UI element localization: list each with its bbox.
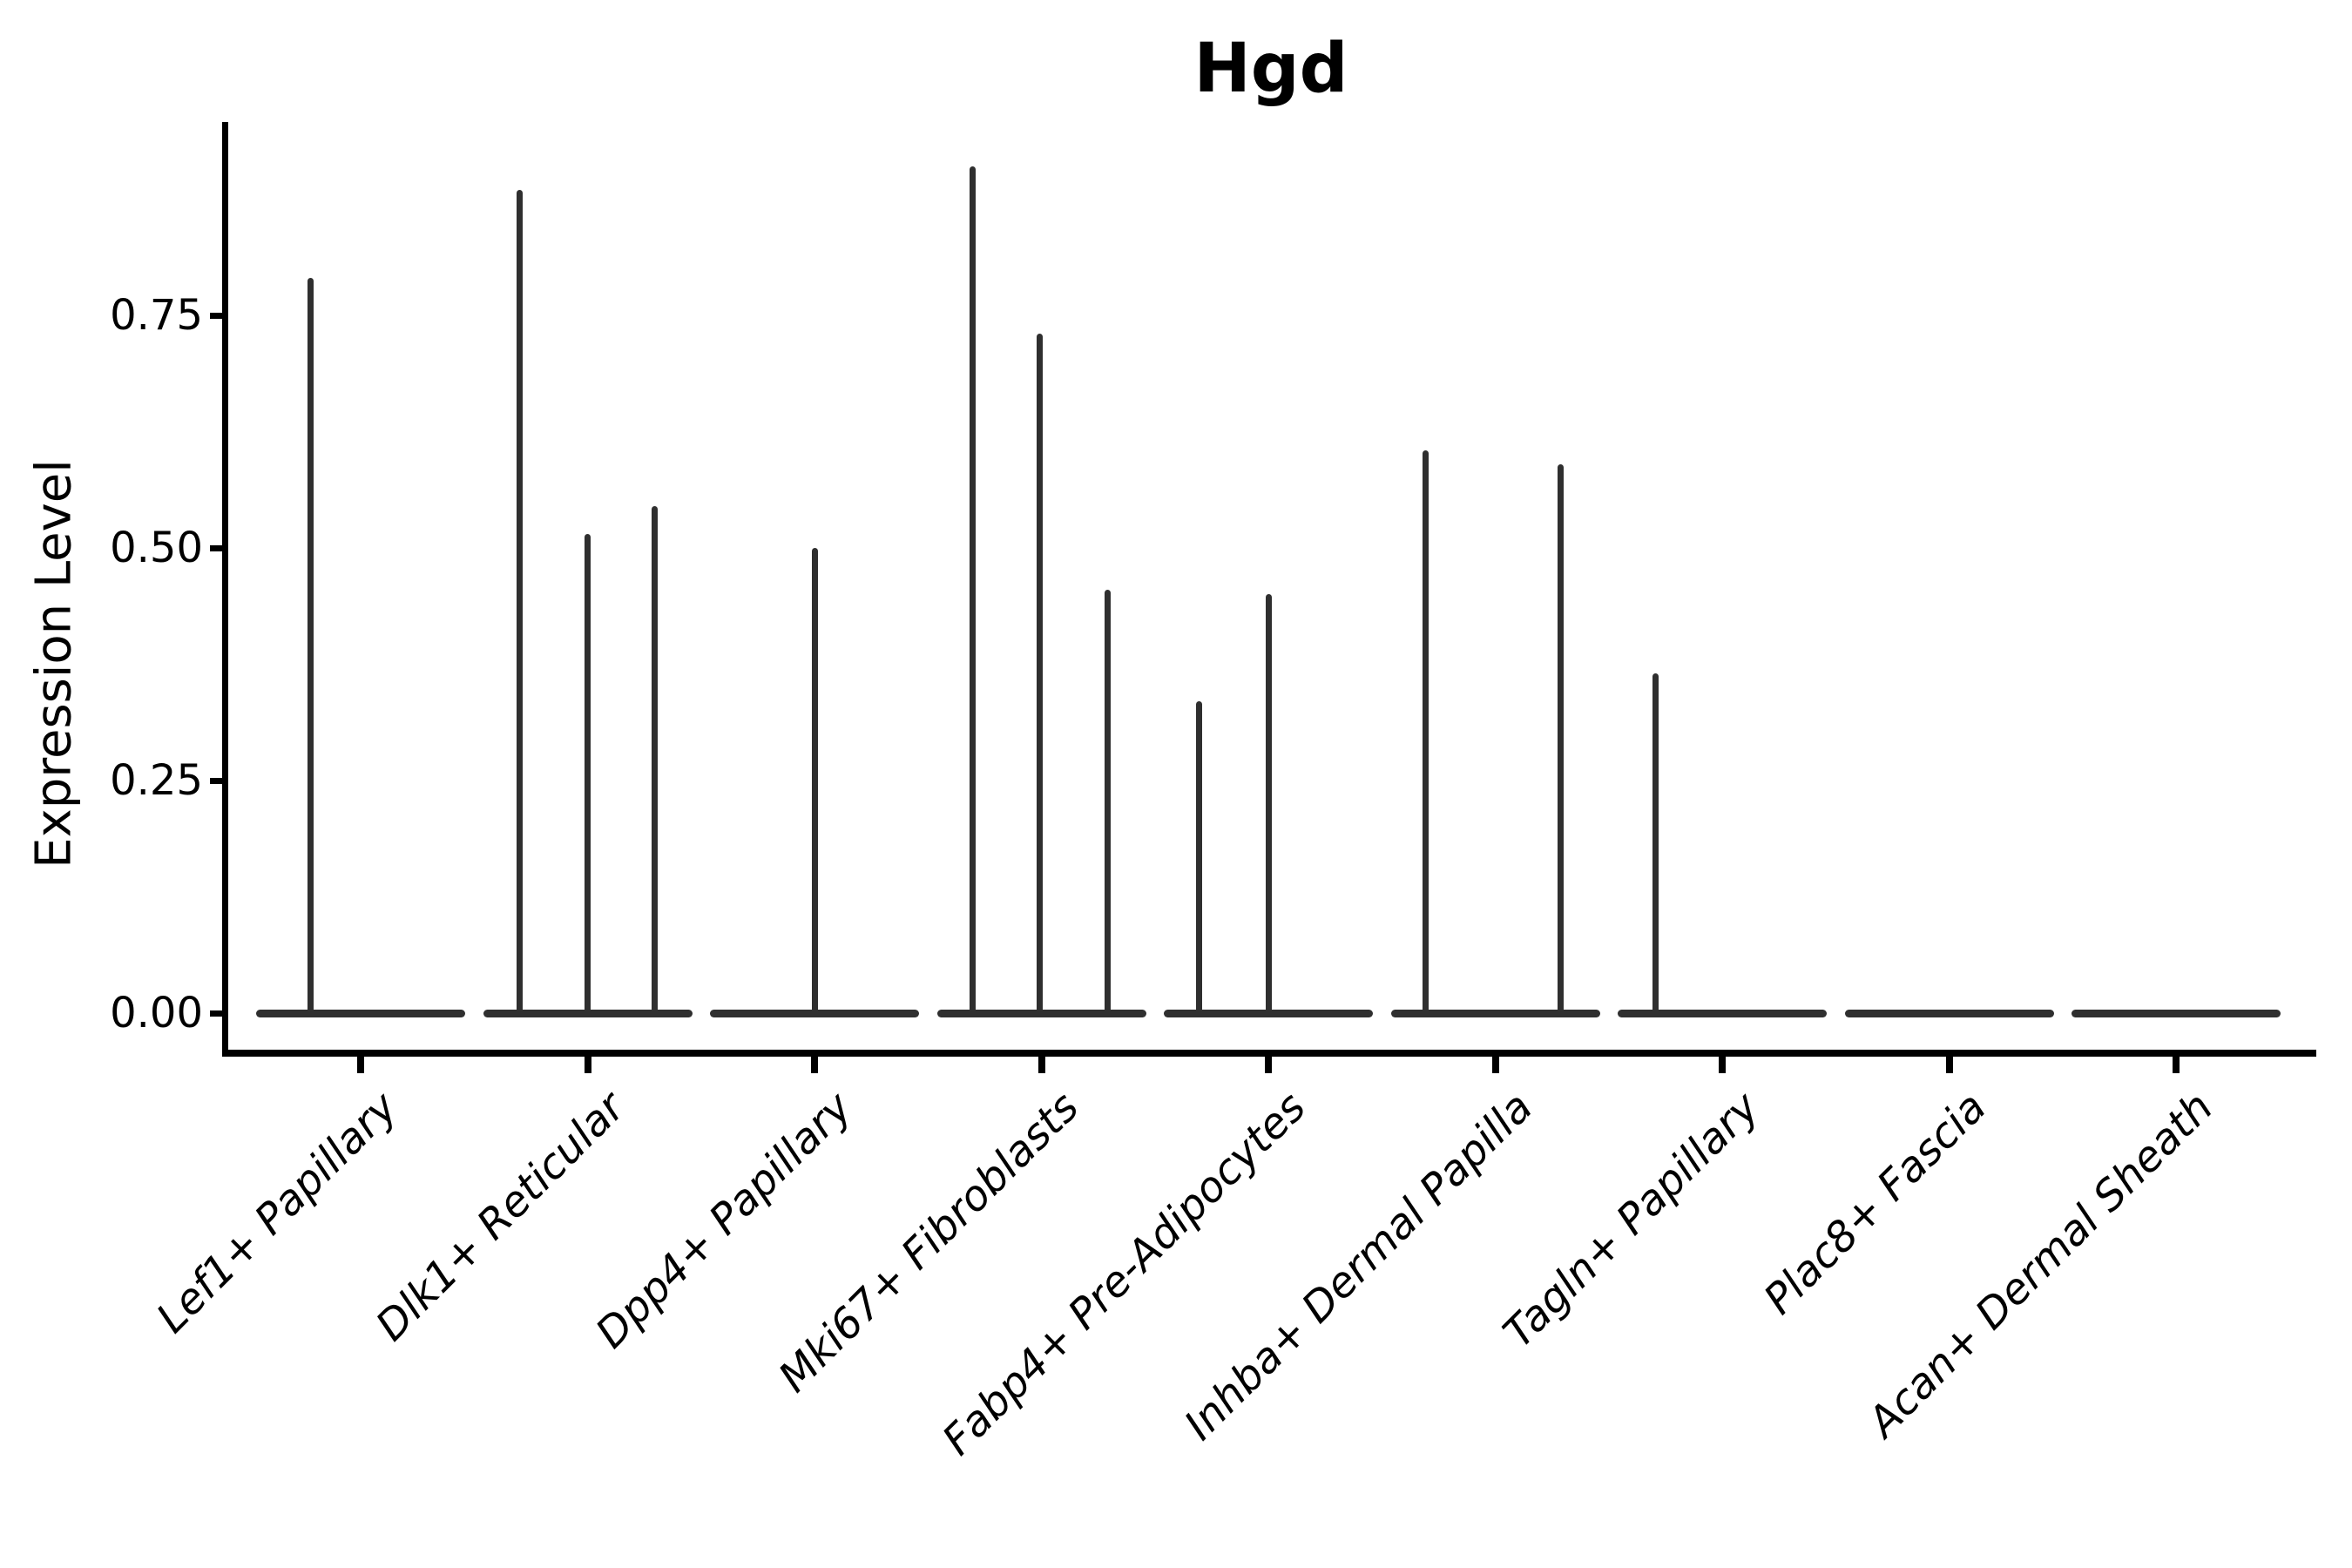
violin-spike (1265, 594, 1272, 1013)
x-tick-mark (1265, 1057, 1272, 1073)
y-tick-label: 0.00 (110, 989, 203, 1037)
violin-spike (1652, 673, 1659, 1013)
x-tick-mark (1037, 1057, 1045, 1073)
x-tick-mark (1945, 1057, 1953, 1073)
x-tick-mark (357, 1057, 364, 1073)
x-category-label: Dlk1+ Reticular (366, 1083, 635, 1351)
x-tick-mark (1491, 1057, 1499, 1073)
x-tick-mark (2173, 1057, 2180, 1073)
x-tick-mark (1719, 1057, 1726, 1073)
y-axis-spine (222, 122, 228, 1057)
violin-baseline (1390, 1009, 1600, 1017)
x-category-label: Tagln+ Papillary (1494, 1083, 1769, 1358)
violin-spike (1558, 463, 1564, 1013)
violin-spike (585, 533, 591, 1013)
x-tick-mark (811, 1057, 818, 1073)
chart-title: Hgd (1193, 30, 1348, 108)
violin-spike (307, 278, 314, 1013)
y-tick-mark (210, 777, 226, 784)
violin-spike (811, 548, 818, 1013)
violin-spike (1423, 449, 1429, 1013)
y-axis-label: Expression Level (25, 459, 83, 868)
x-category-label: Fabp4+ Pre-Adipocytes (933, 1083, 1315, 1465)
violin-baseline (936, 1009, 1146, 1017)
violin-spike (1037, 334, 1043, 1013)
violin-baseline (1618, 1009, 1827, 1017)
x-category-label: Plac8+ Fascia (1754, 1083, 1997, 1324)
y-tick-label: 0.75 (110, 291, 203, 340)
x-tick-mark (584, 1057, 591, 1073)
y-tick-label: 0.50 (110, 524, 203, 572)
violin-baseline (1844, 1009, 2054, 1017)
x-axis-spine (222, 1050, 2316, 1057)
y-tick-mark (210, 1010, 226, 1017)
y-tick-mark (210, 544, 226, 551)
violin-spike (1105, 590, 1111, 1013)
violin-baseline (2072, 1009, 2281, 1017)
violin-baseline (483, 1009, 693, 1017)
violin-baseline (710, 1009, 919, 1017)
y-tick-mark (210, 312, 226, 319)
x-category-label: Lef1+ Papillary (147, 1083, 408, 1343)
violin-baseline (256, 1009, 465, 1017)
violin-spike (517, 189, 523, 1013)
y-tick-label: 0.25 (110, 756, 203, 805)
violin-spike (1195, 701, 1202, 1013)
violin-baseline (1164, 1009, 1373, 1017)
violin-spike (652, 505, 658, 1013)
violin-spike (970, 166, 976, 1013)
